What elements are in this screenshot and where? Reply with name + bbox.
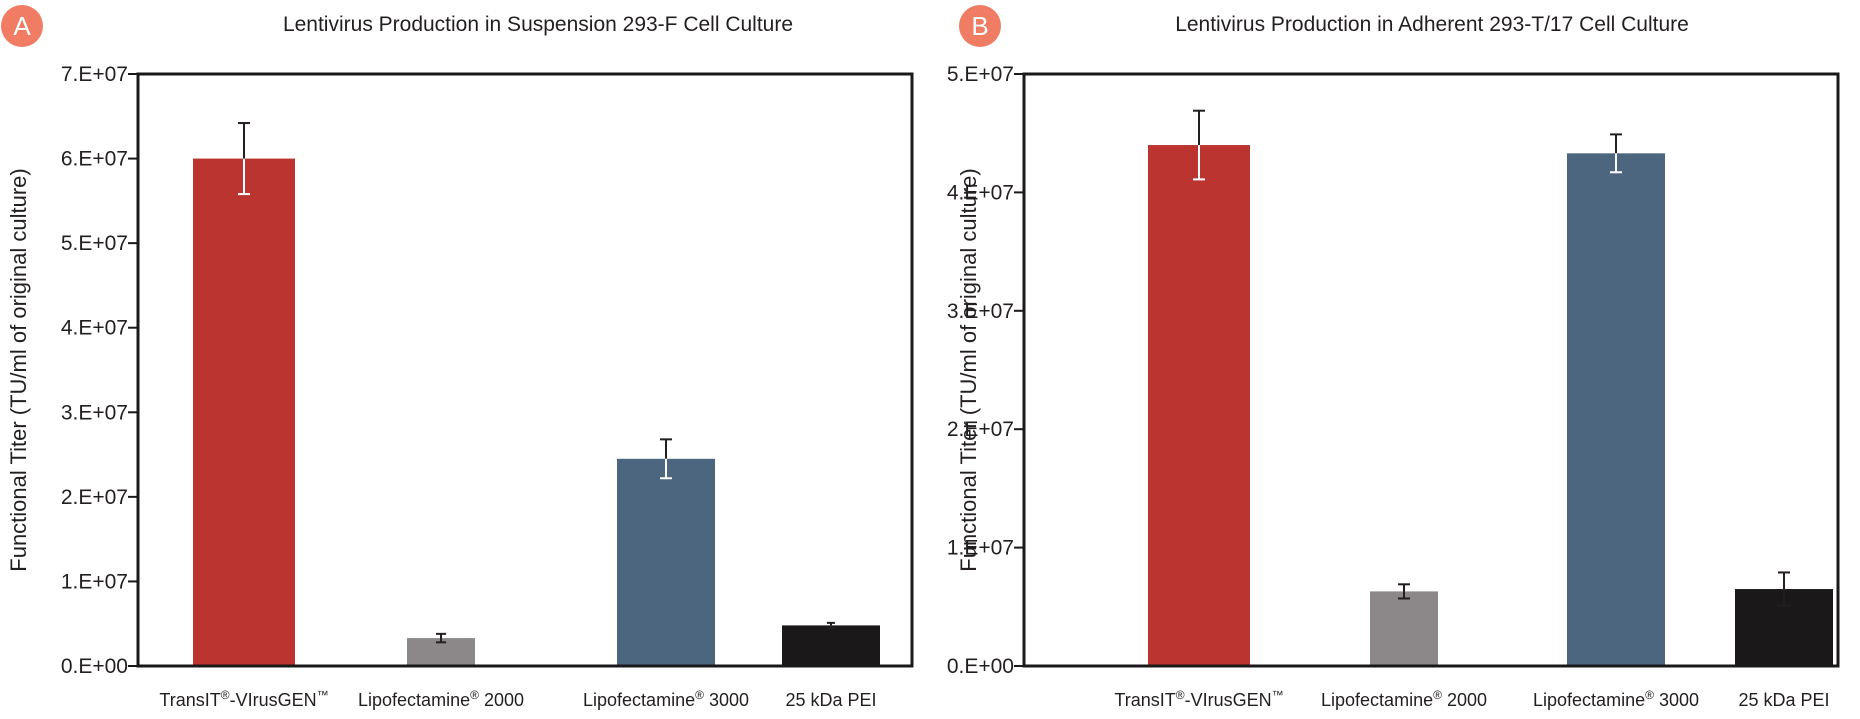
panel-b-xtick-label-3: 25 kDa PEI [1738,690,1829,710]
panel-b-xtick-label-0: TransIT®-VIrusGEN™ [1114,688,1283,710]
panel-a-xtick-label-2: Lipofectamine® 3000 [583,688,749,710]
panel-b-ytick-label-3: 3.E+07 [947,300,1014,323]
panel-b-xtick-label-1: Lipofectamine® 2000 [1321,688,1487,710]
panel-a-badge-label: A [13,11,31,41]
panel-a-ytick-label-0: 0.E+00 [61,655,128,678]
panel-a-ytick-label-6: 6.E+07 [61,148,128,171]
panel-a-ytick-label-2: 2.E+07 [61,486,128,509]
panel-a-ytick-label-1: 1.E+07 [61,570,128,593]
panel-a-badge-circle [1,5,43,47]
panel-a-ylabel: Functional Titer (TU/ml of original cult… [6,168,31,571]
panel-b-plot-frame [1022,72,1840,668]
panel-a-badge: A [1,5,43,47]
panel-a-bar-3 [782,625,880,666]
panel-b-badge-circle [959,5,1001,47]
panel-a-ytick-label-5: 5.E+07 [61,232,128,255]
panel-b-ytick-label-2: 2.E+07 [947,418,1014,441]
panel-b-ytick-label-1: 1.E+07 [947,537,1014,560]
panel-a-ytick-label-3: 3.E+07 [61,401,128,424]
panel-a-ytick-label-4: 4.E+07 [61,317,128,340]
panel-a-xtick-label-1: Lipofectamine® 2000 [358,688,524,710]
panel-a-bar-0 [193,158,295,667]
panel-a-bar-2 [617,458,715,666]
panel-b-bar-0 [1148,145,1250,667]
panel-b: B Lentivirus Production in Adherent 293-T… [947,5,1840,710]
panel-a-title: Lentivirus Production in Suspension 293-… [283,13,793,36]
panel-b-ylabel: Functional Titer (TU/ml of original cult… [956,168,981,571]
panel-b-badge-label: B [971,11,988,41]
panel-b-ytick-label-0: 0.E+00 [947,655,1014,678]
panel-a-ytick-label-7: 7.E+07 [61,63,128,86]
panel-b-badge: B [959,5,1001,47]
panel-b-ytick-label-5: 5.E+07 [947,63,1014,86]
panel-b-ytick-label-4: 4.E+07 [947,181,1014,204]
panel-b-bar-2 [1567,153,1665,666]
panel-b-title: Lentivirus Production in Adherent 293-T/… [1175,13,1689,36]
panel-a-plot-frame [136,72,914,668]
panel-a: A Lentivirus Production in Suspension 293… [1,5,914,710]
panel-a-xtick-label-3: 25 kDa PEI [785,690,876,710]
panel-b-bar-1 [1370,591,1438,666]
panel-b-xtick-label-2: Lipofectamine® 3000 [1533,688,1699,710]
panel-a-xtick-label-0: TransIT®-VIrusGEN™ [159,688,328,710]
